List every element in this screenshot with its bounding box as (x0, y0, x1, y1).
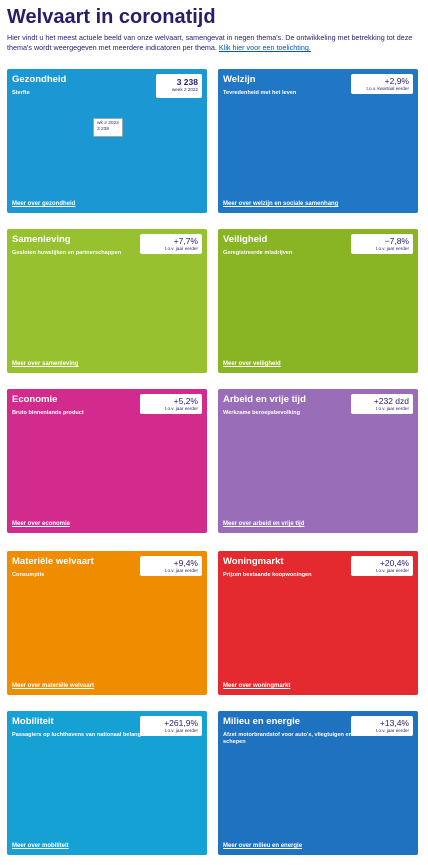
more-link-woningmarkt[interactable]: Meer over woningmarkt (223, 683, 291, 689)
card-welzijn: %90821e kw. 20203e kw. 2...GemiddeldWelz… (218, 69, 418, 213)
change-badge: +5,2% t.o.v. jaar eerder (140, 394, 202, 414)
more-link-materieel[interactable]: Meer over materiële welvaart (12, 683, 95, 689)
change-badge: +7,7% t.o.v. jaar eerder (140, 234, 202, 254)
more-link-gezondheid[interactable]: Meer over gezondheid (12, 201, 76, 207)
card-title: Milieu en energie (223, 716, 301, 727)
tooltip-value: 3 238 (97, 127, 110, 133)
card-subtitle: Werkzame beroepsbevolking (223, 410, 300, 416)
change-value: −7,8% (384, 236, 409, 246)
trend-circle-icon (144, 397, 157, 410)
change-badge: +261,9% t.o.v. jaar eerder (140, 716, 202, 736)
card-title: Welzijn (223, 74, 256, 85)
stat-value: 3 238 (176, 77, 198, 87)
card-title: Samenleving (12, 234, 71, 245)
more-link-mobiliteit[interactable]: Meer over mobiliteit (12, 843, 69, 849)
card-subtitle: Afzet motorbrandstof voor auto's, vliegt… (223, 732, 353, 745)
intro-link[interactable]: Klik hier voor een toelichting. (218, 43, 311, 52)
change-badge: +232 dzd t.o.v. jaar eerder (351, 394, 413, 414)
card-samenleving: dzd120nov 2016nov 2021GemiddeldSamenlevi… (7, 229, 207, 373)
card-title: Gezondheid (12, 74, 67, 85)
card-veiligheid: dzd7540dec 2016dec 2021VeiligheidGeregis… (218, 229, 418, 373)
change-value: +20,4% (379, 558, 409, 568)
more-link-arbeid[interactable]: Meer over arbeid en vrije tijd (223, 521, 305, 527)
card-subtitle: Gesloten huwelijken en partnerschappen (12, 250, 122, 256)
more-link-veiligheid[interactable]: Meer over veiligheid (223, 361, 281, 367)
trend-circle-icon (355, 719, 368, 732)
change-badge: +9,4% t.o.v. jaar eerder (140, 556, 202, 576)
change-period: t.o.v. jaar eerder (375, 406, 409, 411)
card-title: Materiële welvaart (12, 556, 94, 567)
card-title: Arbeid en vrije tijd (223, 394, 306, 405)
stat-box: 3 238 week 2 2022 (156, 74, 202, 98)
card-title: Woningmarkt (223, 556, 284, 567)
more-link-samenleving[interactable]: Meer over samenleving (12, 361, 79, 367)
card-economie: 2015=100120904e kw. 20163e kw. 2...Gemid… (7, 389, 207, 533)
change-value: +2,9% (384, 76, 409, 86)
card-materieel: 2015=10080nov 2016nov 2021GemiddeldMater… (7, 551, 207, 695)
card-subtitle: Passagiers op luchthavens van nationaal … (12, 732, 142, 738)
change-badge: +20,4% t.o.v. jaar eerder (351, 556, 413, 576)
tooltip-period: wk 2 2022 (97, 121, 119, 126)
more-link-milieu[interactable]: Meer over milieu en energie (223, 843, 303, 849)
change-period: t.o.v. jaar eerder (375, 728, 409, 733)
stat-period: week 2 2022 (171, 87, 198, 92)
chart-tooltip: wk 2 2022 3 238 (93, 118, 123, 137)
change-value: +261,9% (164, 718, 198, 728)
change-value: +5,2% (173, 396, 198, 406)
card-mobiliteit: mln0nov 2016nov 2021GemiddeldMobiliteitP… (7, 711, 207, 855)
trend-circle-icon (144, 559, 157, 572)
card-arbeid: dzd9 3008 300dec 2016dec 2021GemiddeldAr… (218, 389, 418, 533)
change-period: t.o.v. jaar eerder (164, 406, 198, 411)
change-period: t.o.v. jaar eerder (164, 246, 198, 251)
card-subtitle: Sterfte (12, 90, 30, 96)
change-period: t.o.v. kwartaal eerder (366, 86, 409, 91)
trend-circle-icon (144, 237, 157, 250)
card-woningmarkt: 2015=100100dec 2016dec 2021GemiddeldWoni… (218, 551, 418, 695)
trend-circle-icon (355, 237, 368, 250)
change-period: t.o.v. jaar eerder (375, 246, 409, 251)
card-subtitle: Bruto binnenlands product (12, 410, 84, 416)
change-period: t.o.v. jaar eerder (375, 568, 409, 573)
card-subtitle: Tevredenheid met het leven (223, 90, 297, 96)
more-link-economie[interactable]: Meer over economie (12, 521, 71, 527)
change-badge: +2,9% t.o.v. kwartaal eerder (351, 74, 413, 94)
change-badge: +13,4% t.o.v. jaar eerder (351, 716, 413, 736)
page-title: Welvaart in coronatijd (7, 6, 216, 28)
card-gezondheid: 4 0002 500wk 2 2022GezondheidSterfte3 23… (7, 69, 207, 213)
card-subtitle: Geregistreerde misdrijven (223, 250, 293, 256)
trend-circle-icon (355, 397, 368, 410)
change-value: +232 dzd (373, 396, 409, 406)
trend-circle-icon (144, 719, 157, 732)
change-period: t.o.v. jaar eerder (164, 568, 198, 573)
card-title: Economie (12, 394, 58, 405)
card-subtitle: Prijzen bestaande koopwoningen (223, 572, 312, 578)
trend-circle-icon (355, 559, 368, 572)
intro-paragraph: Hier vindt u het meest actuele beeld van… (7, 33, 413, 52)
change-value: +7,7% (173, 236, 198, 246)
card-title: Mobiliteit (12, 716, 54, 727)
card-title: Veiligheid (223, 234, 268, 245)
card-milieu: 12575apr 2016apr 2021GemiddeldMilieu en … (218, 711, 418, 855)
change-period: t.o.v. jaar eerder (164, 728, 198, 733)
more-link-welzijn[interactable]: Meer over welzijn en sociale samenhang (223, 201, 339, 207)
change-badge: −7,8% t.o.v. jaar eerder (351, 234, 413, 254)
change-value: +13,4% (379, 718, 409, 728)
card-subtitle: Consumptie (12, 572, 45, 578)
intro-text: Hier vindt u het meest actuele beeld van… (7, 33, 423, 53)
change-value: +9,4% (173, 558, 198, 568)
